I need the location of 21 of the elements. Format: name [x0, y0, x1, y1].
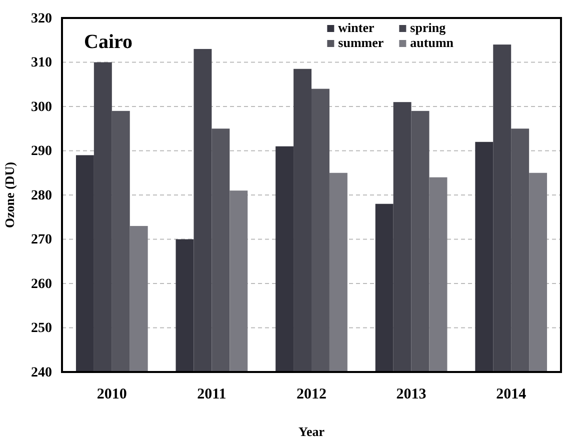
y-tick-label: 250: [31, 321, 52, 336]
x-axis-title: Year: [298, 424, 325, 439]
x-tick-label: 2014: [496, 386, 527, 403]
y-tick-label: 280: [31, 188, 52, 204]
y-tick-label: 310: [31, 56, 52, 71]
y-tick-label: 270: [31, 232, 52, 248]
legend-label: spring: [410, 20, 446, 35]
x-tick-label: 2011: [197, 386, 226, 403]
y-tick-label: 290: [31, 144, 52, 160]
y-tick-label: 300: [31, 100, 52, 115]
y-axis-title: Ozone (DU): [2, 162, 17, 228]
legend-label: winter: [338, 20, 374, 35]
legend-label: autumn: [410, 35, 454, 50]
legend-label: summer: [338, 35, 384, 50]
y-tick-label: 240: [31, 365, 52, 380]
text: Cairo: [84, 31, 133, 53]
x-tick-label: 2013: [396, 386, 426, 403]
x-tick-label: 2012: [296, 386, 326, 403]
y-tick-label: 260: [31, 276, 52, 292]
x-tick-label: 2010: [96, 386, 127, 403]
y-tick-label: 320: [31, 11, 52, 26]
